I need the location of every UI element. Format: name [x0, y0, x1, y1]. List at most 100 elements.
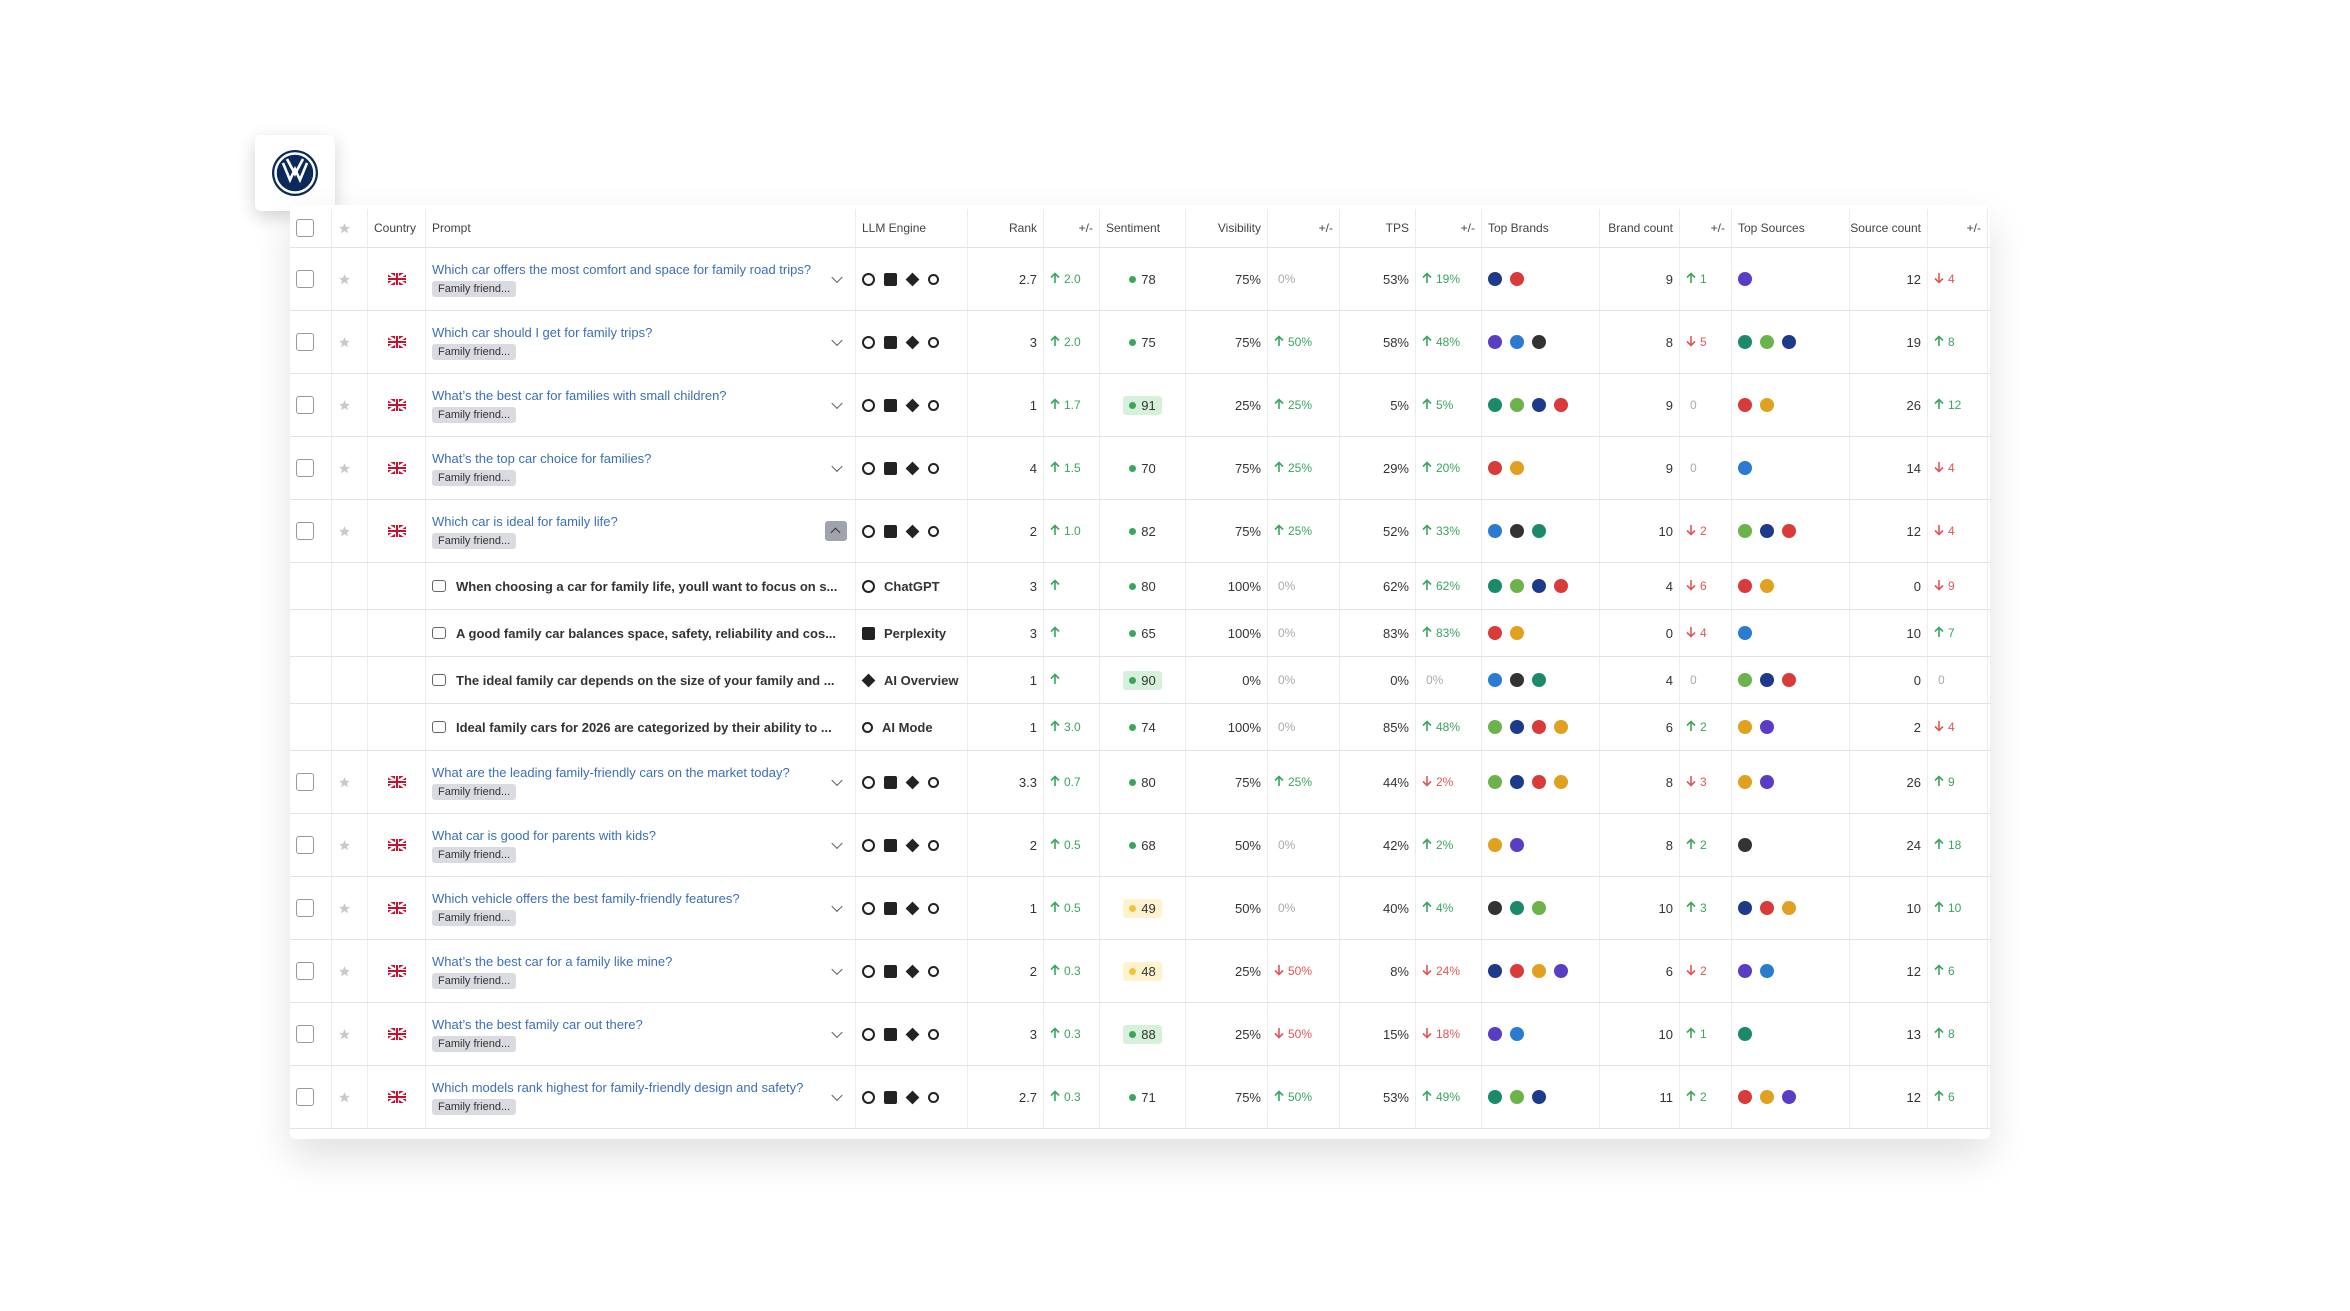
select-all-checkbox[interactable]: [296, 219, 314, 237]
top-brands-logo: [1488, 838, 1502, 852]
prompt-link[interactable]: Which models rank highest for family-fri…: [432, 1079, 804, 1095]
source-change: 0: [1928, 657, 1988, 703]
response-text[interactable]: A good family car balances space, safety…: [456, 625, 837, 641]
favorite-star[interactable]: [338, 1091, 351, 1104]
rank-change-value: 0.3: [1064, 1027, 1081, 1041]
prompt-link[interactable]: What’s the best family car out there?: [432, 1016, 643, 1032]
rank-change-value: 0.5: [1064, 901, 1081, 915]
expand-toggle[interactable]: [831, 837, 843, 850]
row-checkbox[interactable]: [296, 270, 314, 288]
top-brands-cell: [1482, 248, 1600, 310]
sentiment-badge: 68: [1123, 836, 1161, 855]
row-checkbox[interactable]: [296, 773, 314, 791]
arrow-up: [1422, 460, 1432, 476]
engine-icon: [884, 1027, 897, 1041]
top-brands-logo: [1488, 1027, 1502, 1041]
prompt-link[interactable]: What’s the best car for families with sm…: [432, 387, 727, 403]
favorite-star[interactable]: [338, 839, 351, 852]
prompt-link[interactable]: Which car should I get for family trips?: [432, 324, 653, 340]
star-cell: [332, 877, 368, 939]
tps-change-value: 2%: [1436, 775, 1454, 789]
tps-change-value: 18%: [1436, 1027, 1461, 1041]
engine-icon: [862, 775, 875, 789]
expand-toggle[interactable]: [831, 397, 843, 410]
sentiment-value: 65: [1141, 625, 1156, 641]
checkbox-cell: [290, 437, 332, 499]
row-checkbox[interactable]: [296, 1025, 314, 1043]
arrow-up: [1934, 774, 1944, 790]
response-text[interactable]: The ideal family car depends on the size…: [456, 672, 835, 688]
top-brands-cell: [1482, 751, 1600, 813]
rank-change-value: 3.0: [1064, 720, 1081, 734]
sentiment-value: 75: [1141, 334, 1156, 350]
row-checkbox[interactable]: [296, 522, 314, 540]
tps-value: 0%: [1390, 672, 1409, 688]
prompt-link[interactable]: Which car offers the most comfort and sp…: [432, 261, 812, 277]
favorite-star[interactable]: [338, 1028, 351, 1041]
checkbox-cell: [290, 374, 332, 436]
top-brands-cell: [1482, 374, 1600, 436]
engine-cell: ChatGPT: [856, 563, 968, 609]
sentiment-value: 91: [1141, 397, 1156, 413]
prompt-link[interactable]: Which vehicle offers the best family-fri…: [432, 890, 740, 906]
column-header: +/-: [1680, 209, 1732, 247]
tps-value: 40%: [1382, 900, 1409, 916]
favorite-star[interactable]: [338, 399, 351, 412]
expand-toggle[interactable]: [825, 521, 847, 541]
row-checkbox[interactable]: [296, 899, 314, 917]
response-text[interactable]: When choosing a car for family life, you…: [456, 578, 838, 594]
expand-toggle[interactable]: [831, 1089, 843, 1102]
expand-toggle[interactable]: [831, 271, 843, 284]
tps-cell: 58%: [1340, 311, 1416, 373]
favorite-star[interactable]: [338, 273, 351, 286]
top-brands-logo: [1554, 720, 1568, 734]
brand-change: 6: [1680, 563, 1732, 609]
prompt-link[interactable]: What are the leading family-friendly car…: [432, 764, 790, 780]
favorite-star[interactable]: [338, 776, 351, 789]
expand-toggle[interactable]: [831, 900, 843, 913]
expand-toggle[interactable]: [831, 774, 843, 787]
top-sources-logo: [1760, 579, 1774, 593]
column-header: Source count: [1850, 209, 1928, 247]
expand-toggle[interactable]: [831, 460, 843, 473]
favorite-star[interactable]: [338, 902, 351, 915]
prompt-link[interactable]: What’s the top car choice for families?: [432, 450, 652, 466]
favorite-star[interactable]: [338, 336, 351, 349]
favorite-star[interactable]: [338, 462, 351, 475]
favorite-star[interactable]: [338, 222, 351, 235]
row-checkbox[interactable]: [296, 396, 314, 414]
engine-icon: [905, 964, 920, 978]
expand-toggle[interactable]: [831, 1026, 843, 1039]
brand-change: 0: [1680, 437, 1732, 499]
top-brands-logo: [1532, 964, 1546, 978]
engine-icon: [862, 335, 875, 349]
expand-toggle[interactable]: [831, 963, 843, 976]
engine-icon: [862, 964, 875, 978]
prompt-link[interactable]: What’s the best car for a family like mi…: [432, 953, 673, 969]
top-brands-cell: [1482, 877, 1600, 939]
prompt-link[interactable]: What car is good for parents with kids?: [432, 827, 656, 843]
top-brands-logo: [1488, 720, 1502, 734]
visibility-cell: 50%: [1186, 877, 1268, 939]
row-checkbox[interactable]: [296, 836, 314, 854]
arrow-up: [1050, 625, 1060, 641]
column-header: Top Brands: [1482, 209, 1600, 247]
brand-change: 1: [1680, 248, 1732, 310]
sentiment-cell: 48: [1100, 940, 1186, 1002]
favorite-star[interactable]: [338, 965, 351, 978]
row-checkbox[interactable]: [296, 962, 314, 980]
row-checkbox[interactable]: [296, 459, 314, 477]
top-brands-logo: [1532, 673, 1546, 687]
response-text[interactable]: Ideal family cars for 2026 are categoriz…: [456, 719, 832, 735]
country-cell: [368, 877, 426, 939]
top-brands-logo: [1510, 901, 1524, 915]
prompt-tag: Family friend...: [432, 1098, 517, 1115]
country-flag: [387, 1028, 406, 1040]
row-checkbox[interactable]: [296, 333, 314, 351]
tps-change: 2%: [1416, 751, 1482, 813]
prompt-link[interactable]: Which car is ideal for family life?: [432, 513, 618, 529]
expand-toggle[interactable]: [831, 334, 843, 347]
sentiment-cell: 91: [1100, 374, 1186, 436]
row-checkbox[interactable]: [296, 1088, 314, 1106]
favorite-star[interactable]: [338, 525, 351, 538]
